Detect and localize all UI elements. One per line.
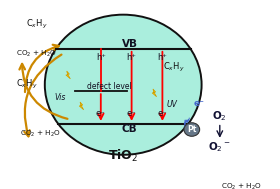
- Text: e⁻: e⁻: [194, 99, 205, 108]
- Polygon shape: [66, 71, 70, 79]
- Polygon shape: [79, 102, 84, 110]
- Text: UV: UV: [166, 100, 177, 109]
- Text: O$_2$$^-$: O$_2$$^-$: [209, 140, 231, 154]
- Polygon shape: [152, 89, 157, 97]
- Text: CB: CB: [122, 124, 137, 134]
- Text: h⁺: h⁺: [96, 53, 106, 62]
- Text: Vis: Vis: [55, 93, 66, 102]
- Text: C$_x$H$_y$: C$_x$H$_y$: [163, 61, 185, 74]
- Text: CO$_2$ + H$_2$O: CO$_2$ + H$_2$O: [221, 181, 262, 189]
- Text: CO$_2$ + H$_2$O: CO$_2$ + H$_2$O: [16, 48, 57, 59]
- Text: h⁺: h⁺: [157, 53, 167, 62]
- Ellipse shape: [45, 15, 202, 155]
- Text: e⁻: e⁻: [96, 109, 106, 118]
- Text: VB: VB: [122, 39, 137, 49]
- Text: O$_2$: O$_2$: [213, 110, 227, 123]
- Text: CO$_2$ + H$_2$O: CO$_2$ + H$_2$O: [20, 129, 61, 139]
- Text: h⁺: h⁺: [127, 53, 137, 62]
- Text: C$_x$H$_y$: C$_x$H$_y$: [26, 18, 48, 31]
- Text: e⁻: e⁻: [127, 109, 136, 118]
- Text: C$_x$H$_y$: C$_x$H$_y$: [16, 78, 38, 91]
- Text: Pt: Pt: [187, 125, 197, 134]
- Text: TiO$_2$: TiO$_2$: [108, 148, 138, 164]
- Text: e⁻: e⁻: [158, 109, 167, 118]
- Text: defect level: defect level: [87, 82, 132, 91]
- Circle shape: [184, 123, 200, 136]
